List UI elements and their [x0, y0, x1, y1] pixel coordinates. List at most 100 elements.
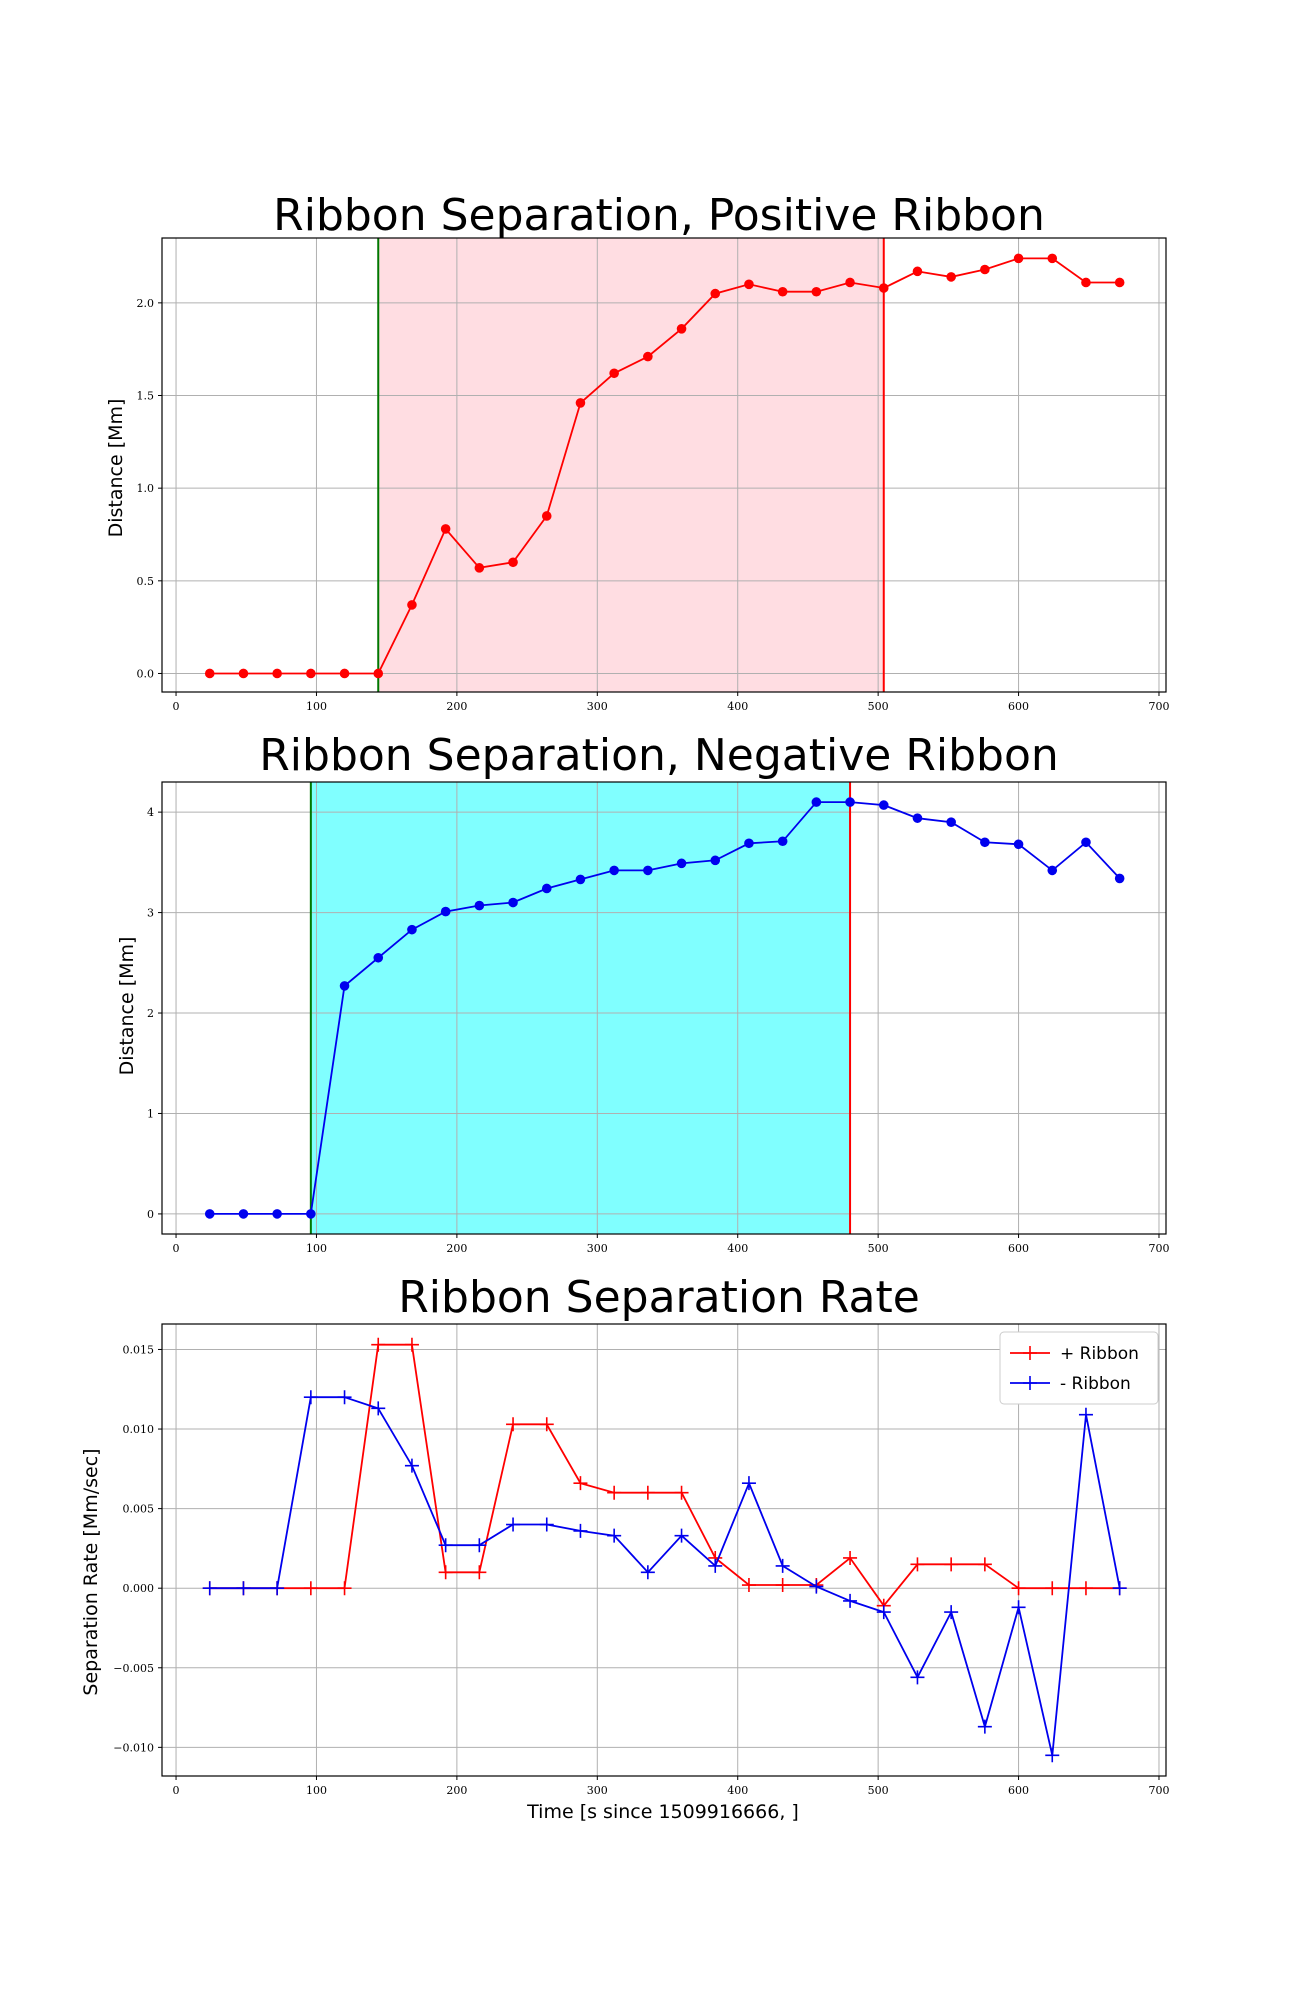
data-point [407, 924, 417, 935]
data-point [306, 1209, 316, 1219]
x-tick-label: 0 [173, 700, 180, 713]
data-point [845, 797, 855, 807]
data-point [809, 1579, 824, 1594]
series-line [209, 257, 1120, 675]
data-point [371, 1401, 386, 1416]
y-tick-label: 0.010 [123, 1423, 155, 1436]
data-point [438, 1565, 453, 1580]
legend-marker [1023, 1346, 1037, 1360]
x-tick-label: 400 [727, 700, 748, 713]
grid [162, 1324, 1166, 1776]
y-axis-label: Distance [Mm] [105, 399, 127, 538]
y-tick-label: 0.000 [123, 1582, 155, 1595]
data-point [1045, 1748, 1060, 1763]
data-point [541, 511, 552, 521]
data-point [339, 981, 350, 991]
data-point [609, 865, 619, 876]
series-line [209, 801, 1121, 1215]
y-tick-label: 1 [147, 1107, 154, 1120]
grid [162, 782, 1166, 1234]
x-tick-label: 400 [727, 1242, 748, 1255]
data-point [438, 1538, 453, 1553]
data-point [508, 557, 518, 568]
y-tick-label: 3 [147, 907, 154, 920]
data-point [575, 874, 586, 885]
data-point [878, 800, 889, 810]
grid [162, 238, 1166, 692]
panel-separation-rate: Ribbon Separation Rate Separation Rate [… [80, 1272, 1169, 1823]
data-point [303, 1390, 318, 1405]
data-point [710, 288, 721, 299]
data-point [539, 1417, 554, 1432]
data-point [676, 324, 687, 334]
data-point [573, 1523, 588, 1538]
x-tick-label: 300 [587, 1784, 608, 1797]
x-tick-label: 200 [446, 1242, 467, 1255]
data-point [674, 1485, 689, 1500]
data-point [811, 797, 822, 807]
plot-area: 0 100 200 300 400 500 600 700 0 1 2 3 4 [147, 781, 1169, 1255]
data-point [506, 1517, 521, 1532]
data-point [980, 264, 990, 275]
data-point [1047, 865, 1058, 876]
shaded-region [378, 238, 884, 692]
data-point [845, 277, 855, 288]
x-tick-label: 200 [446, 700, 467, 713]
data-point [910, 1670, 925, 1685]
y-tick-label: 0.015 [123, 1343, 155, 1356]
y-tick-label: 2 [147, 1007, 154, 1020]
data-point [204, 668, 215, 679]
series-2 [202, 1390, 1127, 1763]
data-point [472, 1538, 487, 1553]
data-point [339, 668, 350, 679]
legend-label: + Ribbon [1060, 1344, 1139, 1364]
plot-frame [161, 1323, 1167, 1777]
data-point [775, 1558, 790, 1573]
y-axis-label: Distance [Mm] [116, 937, 138, 1076]
y-tick-label: 0.0 [137, 667, 155, 680]
x-tick-label: 100 [306, 700, 327, 713]
plot-frame [161, 237, 1167, 693]
data-point [306, 668, 316, 679]
data-point [710, 855, 721, 866]
data-point [912, 266, 923, 277]
data-point [238, 1209, 249, 1219]
panel-positive-ribbon: Ribbon Separation, Positive Ribbon Dista… [105, 190, 1169, 713]
data-point [1078, 1581, 1093, 1596]
y-tick-label: 0.5 [137, 575, 155, 588]
x-tick-label: 700 [1148, 1242, 1169, 1255]
data-point [708, 1558, 723, 1573]
y-tick-label: 1.5 [137, 390, 155, 403]
data-point [573, 1476, 588, 1491]
data-point [474, 563, 485, 573]
data-point [337, 1581, 352, 1596]
data-point [912, 813, 923, 823]
data-point [843, 1593, 858, 1608]
data-point [777, 286, 788, 297]
data-point [1112, 1581, 1127, 1596]
data-point [1011, 1581, 1026, 1596]
data-point [946, 272, 956, 282]
x-tick-label: 200 [446, 1784, 467, 1797]
data-point [607, 1528, 622, 1543]
data-point [404, 1458, 419, 1473]
y-tick-label: 0.005 [123, 1503, 155, 1516]
x-tick-label: 300 [587, 700, 608, 713]
series-line [209, 1343, 1120, 1608]
data-point [407, 600, 417, 610]
data-point [876, 1605, 891, 1620]
data-point [980, 837, 990, 848]
data-point [674, 1528, 689, 1543]
plot-area: 0 100 200 300 400 500 600 700 0.0 0.5 1.0 1.5 2.0 [137, 237, 1169, 713]
x-tick-label: 100 [306, 1242, 327, 1255]
data-point [272, 668, 282, 679]
data-point [643, 351, 653, 362]
data-point [474, 900, 485, 911]
data-point [944, 1605, 959, 1620]
legend-label: - Ribbon [1060, 1374, 1131, 1394]
data-point [977, 1557, 992, 1572]
data-point [1045, 1581, 1060, 1596]
panel-title: Ribbon Separation, Negative Ribbon [259, 730, 1059, 781]
panel-title: Ribbon Separation, Positive Ribbon [273, 190, 1045, 241]
data-point [404, 1337, 419, 1352]
